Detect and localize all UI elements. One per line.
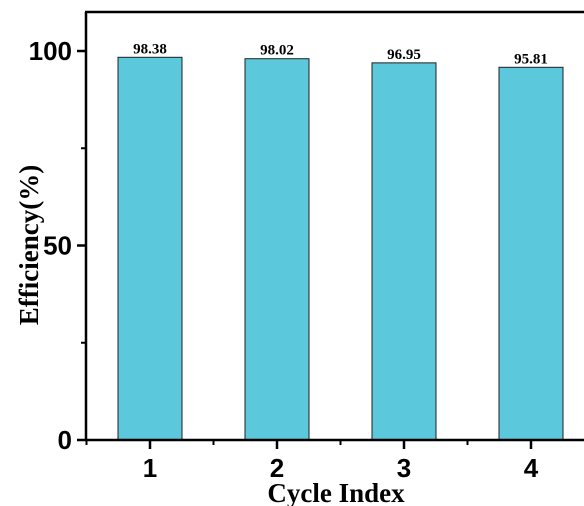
x-tick-label-1: 1 (143, 453, 157, 483)
bar-2 (244, 58, 310, 441)
y-axis-title: Efficiency(%) (14, 165, 44, 325)
bar-1 (117, 56, 183, 441)
data-label-4: 95.81 (514, 51, 548, 67)
data-label-2: 98.02 (260, 43, 294, 59)
axes: 0 50 100 1 2 3 4 (29, 10, 584, 483)
x-axis-title: Cycle Index (267, 478, 405, 506)
x-tick-label-4: 4 (524, 453, 539, 483)
y-tick-label-0: 0 (58, 425, 72, 455)
x-tick-label-2: 2 (270, 453, 284, 483)
y-tick-label-50: 50 (43, 231, 72, 261)
plot-area: 98.38 98.02 96.95 95.81 (117, 41, 564, 441)
data-label-3: 96.95 (387, 47, 421, 63)
bar-4 (498, 66, 564, 441)
x-tick-label-3: 3 (397, 453, 411, 483)
bar-3 (371, 62, 437, 441)
y-tick-label-100: 100 (29, 36, 72, 66)
data-label-1: 98.38 (133, 41, 167, 57)
